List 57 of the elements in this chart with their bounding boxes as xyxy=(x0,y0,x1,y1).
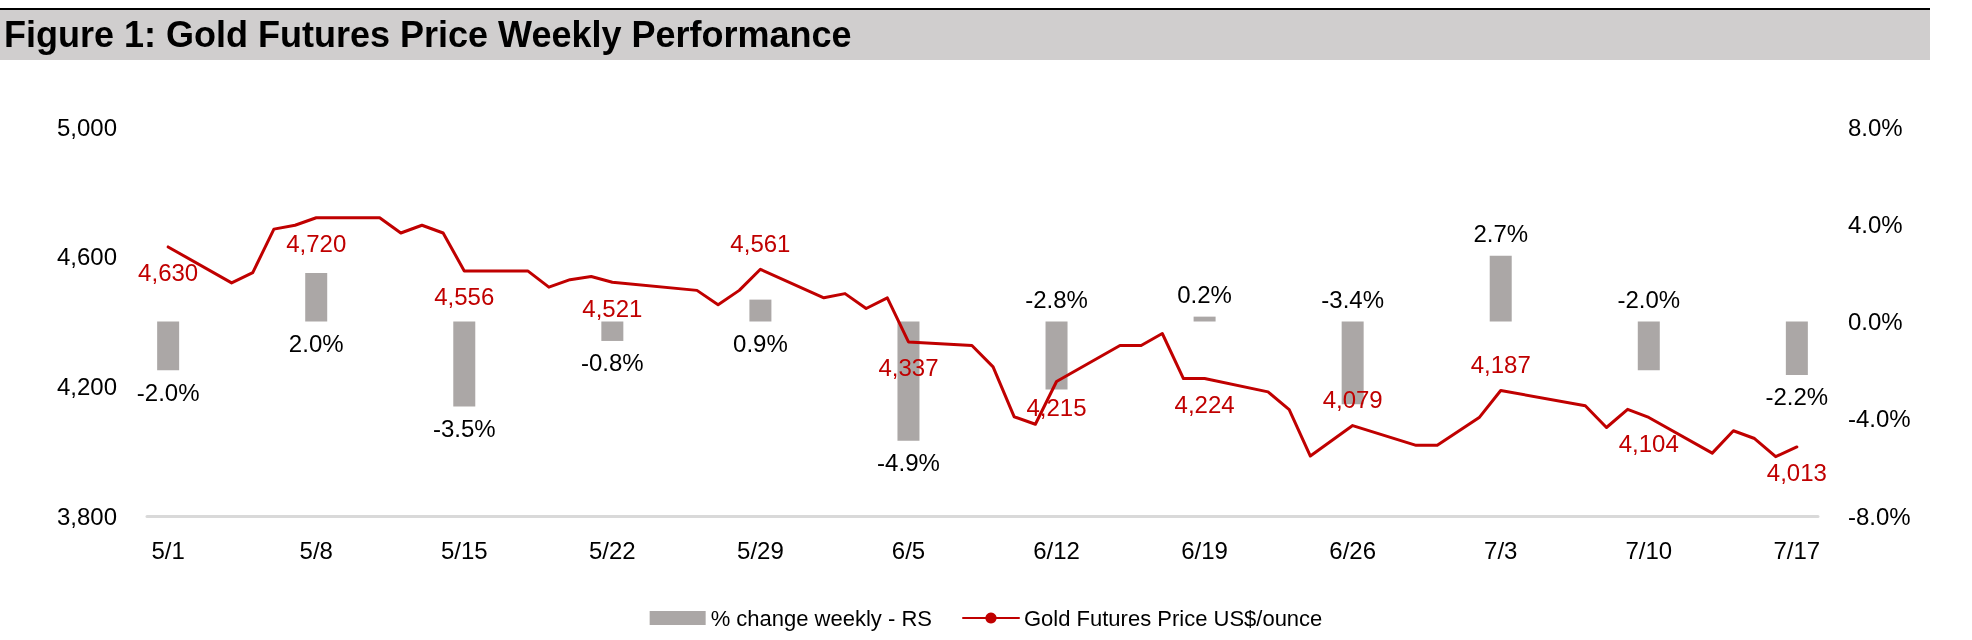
data-label: -4.9% xyxy=(877,449,940,477)
x-tick-label: 6/12 xyxy=(1033,536,1080,564)
chart-title: Figure 1: Gold Futures Price Weekly Performance xyxy=(4,14,852,56)
x-tick-label: 5/1 xyxy=(151,536,185,564)
x-tick-label: 5/29 xyxy=(737,536,784,564)
y-tick-label: 5,000 xyxy=(56,113,117,141)
bar xyxy=(453,321,476,407)
bar xyxy=(1045,321,1068,390)
data-label: 4,521 xyxy=(582,294,643,322)
y2-tick-label: 8.0% xyxy=(1848,113,1903,141)
x-tick-label: 6/26 xyxy=(1329,536,1377,564)
x-tick-label: 5/15 xyxy=(440,536,488,564)
data-label: 0.9% xyxy=(733,330,788,357)
data-label: 4,630 xyxy=(138,259,199,287)
x-tick-label: 6/19 xyxy=(1181,536,1228,564)
data-label: 4,104 xyxy=(1618,429,1679,457)
bar xyxy=(1637,321,1660,371)
data-label: 4,079 xyxy=(1322,386,1383,414)
data-label: -2.0% xyxy=(136,378,200,406)
x-tick-label: 6/5 xyxy=(891,536,926,564)
bar xyxy=(1489,255,1512,322)
y2-tick-label: -4.0% xyxy=(1848,405,1911,433)
bar xyxy=(157,321,180,371)
y2-tick-label: 4.0% xyxy=(1848,210,1903,238)
data-label: 4,224 xyxy=(1174,391,1235,419)
bar xyxy=(305,272,328,322)
legend-label: % change weekly - RS xyxy=(710,605,932,631)
data-label: 0.2% xyxy=(1177,281,1232,309)
y-tick-label: 4,600 xyxy=(56,243,117,271)
bar xyxy=(1785,321,1808,375)
data-label: 2.0% xyxy=(288,330,344,357)
legend-label: Gold Futures Price US$/ounce xyxy=(1023,605,1323,631)
x-tick-label: 5/22 xyxy=(588,536,636,564)
data-label: 4,337 xyxy=(878,354,939,382)
data-label: 4,187 xyxy=(1470,351,1531,379)
bar xyxy=(749,299,772,322)
y2-tick-label: 0.0% xyxy=(1848,308,1903,335)
data-label: -2.0% xyxy=(1617,286,1681,313)
bar xyxy=(1193,316,1216,322)
data-label: 4,013 xyxy=(1766,459,1827,487)
y-tick-label: 4,200 xyxy=(56,372,117,400)
data-label: -2.2% xyxy=(1765,383,1829,411)
data-label: -3.4% xyxy=(1321,286,1385,313)
data-label: 4,561 xyxy=(730,229,791,257)
y-tick-label: 3,800 xyxy=(56,502,117,530)
x-tick-label: 7/10 xyxy=(1625,536,1673,564)
data-label: 4,556 xyxy=(434,283,495,311)
data-label: -0.8% xyxy=(580,349,644,377)
bar xyxy=(601,321,624,341)
data-label: 4,720 xyxy=(286,230,347,258)
y2-tick-label: -8.0% xyxy=(1848,502,1911,530)
x-tick-label: 5/8 xyxy=(299,536,333,564)
data-label: -3.5% xyxy=(432,415,496,443)
x-tick-label: 7/3 xyxy=(1484,536,1518,564)
data-label: -2.8% xyxy=(1025,286,1088,313)
data-label: 2.7% xyxy=(1473,220,1529,248)
x-tick-label: 7/17 xyxy=(1773,536,1821,564)
